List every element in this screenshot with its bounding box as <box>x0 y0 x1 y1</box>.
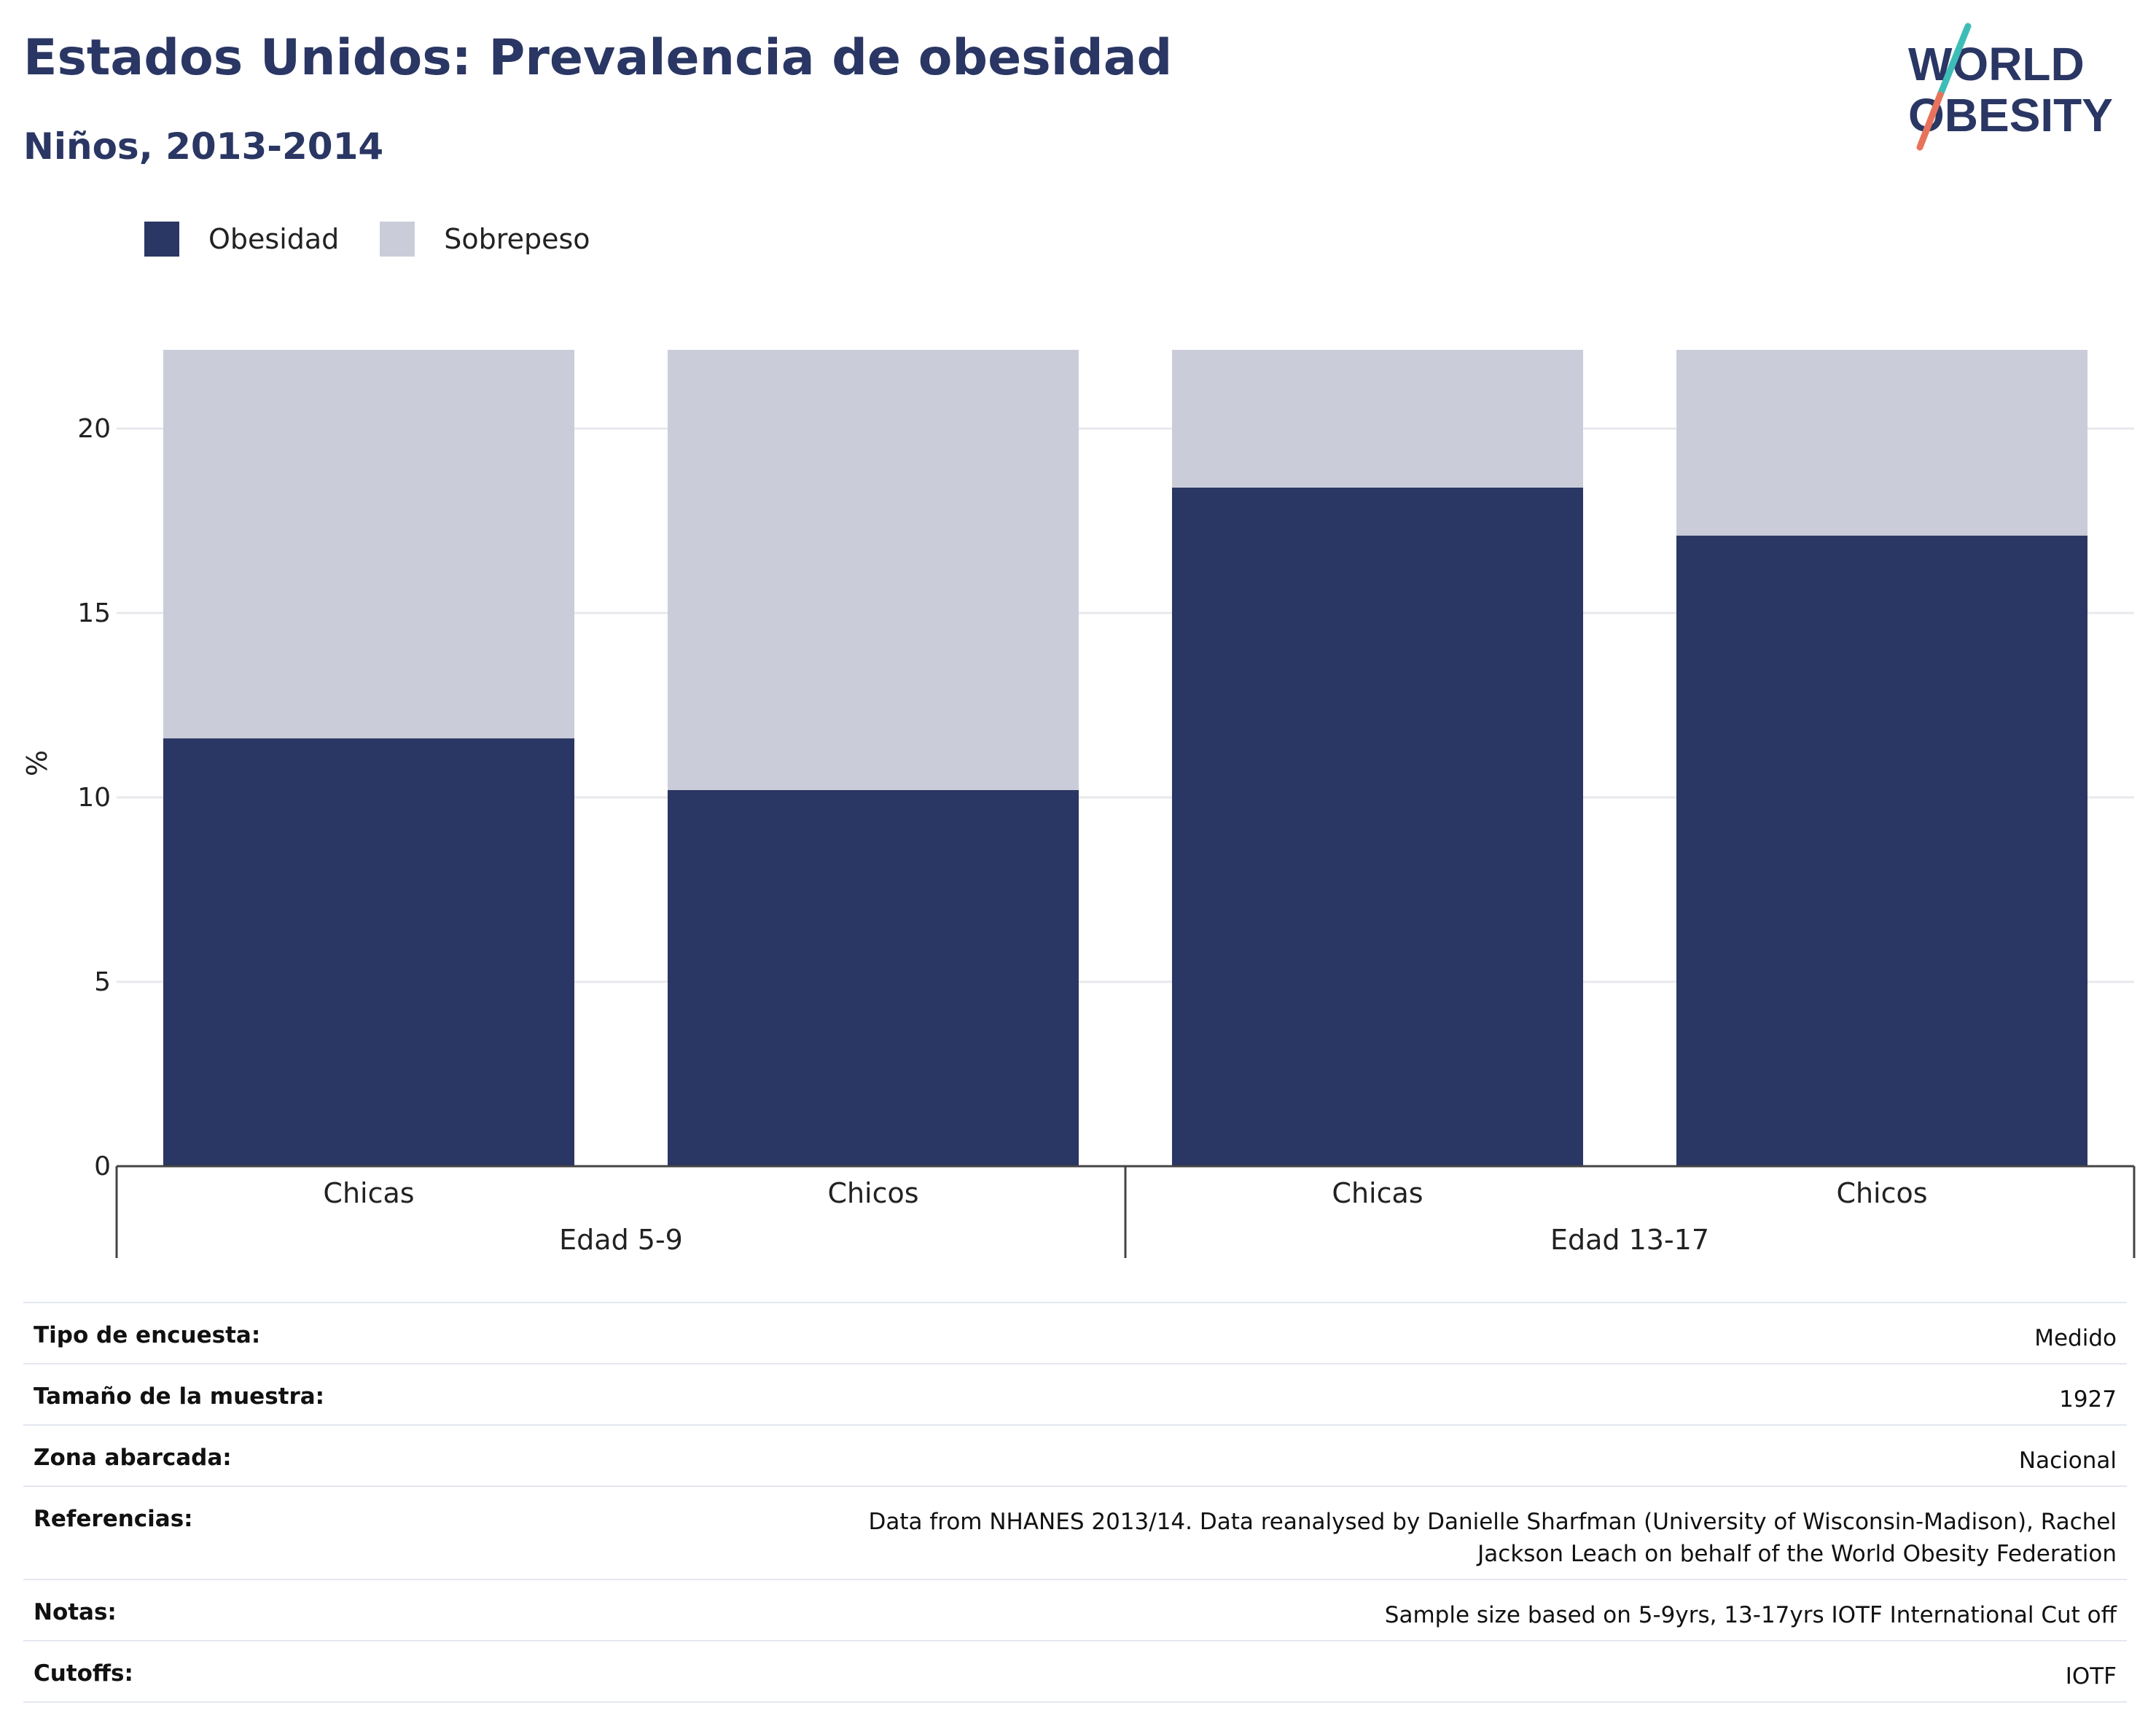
x-group-label: Edad 13-17 <box>1550 1224 1709 1256</box>
info-row-notas: Notas: Sample size based on 5-9yrs, 13-1… <box>23 1579 2127 1641</box>
info-label: Tamaño de la muestra: <box>23 1363 335 1425</box>
legend: Obesidad Sobrepeso <box>144 219 631 259</box>
y-axis-label: % <box>21 750 53 776</box>
svg-text:WORLD: WORLD <box>1908 38 2085 90</box>
x-category-label: Chicas <box>1332 1177 1423 1209</box>
legend-label-obesidad: Obesidad <box>208 223 340 255</box>
x-category-label: Chicas <box>323 1177 414 1209</box>
x-group-label: Edad 5-9 <box>559 1224 683 1256</box>
info-label: Referencias: <box>23 1485 335 1579</box>
info-label: Tipo de encuesta: <box>23 1302 335 1364</box>
legend-swatch-sobrepeso <box>380 222 415 257</box>
chart-title: Estados Unidos: Prevalencia de obesidad <box>23 29 1173 87</box>
info-row-tipo: Tipo de encuesta: Medido <box>23 1302 2127 1364</box>
bar-sobrepeso <box>1172 350 1583 488</box>
legend-label-sobrepeso: Sobrepeso <box>444 223 590 255</box>
info-value: Medido <box>335 1302 2127 1364</box>
info-row-muestra: Tamaño de la muestra: 1927 <box>23 1363 2127 1425</box>
bar-obesidad <box>1172 487 1583 1166</box>
survey-info-table: Tipo de encuesta: Medido Tamaño de la mu… <box>23 1302 2127 1703</box>
bar-obesidad <box>1676 535 2087 1166</box>
bar-sobrepeso <box>668 350 1079 790</box>
info-value: Sample size based on 5-9yrs, 13-17yrs IO… <box>335 1579 2127 1641</box>
info-value: IOTF <box>335 1640 2127 1703</box>
legend-swatch-obesidad <box>144 222 179 257</box>
info-row-referencias: Referencias: Data from NHANES 2013/14. D… <box>23 1485 2127 1579</box>
bar-obesidad <box>163 738 574 1166</box>
world-obesity-logo: WORLD OBESITY <box>1908 23 2113 151</box>
info-value: 1927 <box>335 1363 2127 1425</box>
y-tick-label: 10 <box>77 783 111 813</box>
info-label: Notas: <box>23 1579 335 1641</box>
bar-sobrepeso <box>1676 350 2087 536</box>
info-value: Data from NHANES 2013/14. Data reanalyse… <box>335 1485 2127 1579</box>
info-label: Cutoffs: <box>23 1640 335 1703</box>
info-row-cutoffs: Cutoffs: IOTF <box>23 1640 2127 1703</box>
bar-obesidad <box>668 789 1079 1166</box>
info-value: Nacional <box>335 1424 2127 1486</box>
x-category-label: Chicos <box>1836 1177 1927 1209</box>
stacked-bar-chart: 0510152025303540%ChicasChicosChicasChico… <box>21 350 2136 1258</box>
info-row-zona: Zona abarcada: Nacional <box>23 1424 2127 1486</box>
info-label: Zona abarcada: <box>23 1424 335 1486</box>
bar-sobrepeso <box>163 350 574 739</box>
y-tick-label: 20 <box>77 414 111 444</box>
y-tick-label: 5 <box>94 967 111 997</box>
legend-item-sobrepeso[interactable]: Sobrepeso <box>380 222 590 257</box>
y-tick-label: 0 <box>94 1152 111 1182</box>
chart-subtitle: Niños, 2013-2014 <box>23 125 384 168</box>
x-category-label: Chicos <box>827 1177 918 1209</box>
legend-item-obesidad[interactable]: Obesidad <box>144 222 339 257</box>
y-tick-label: 15 <box>77 598 111 628</box>
